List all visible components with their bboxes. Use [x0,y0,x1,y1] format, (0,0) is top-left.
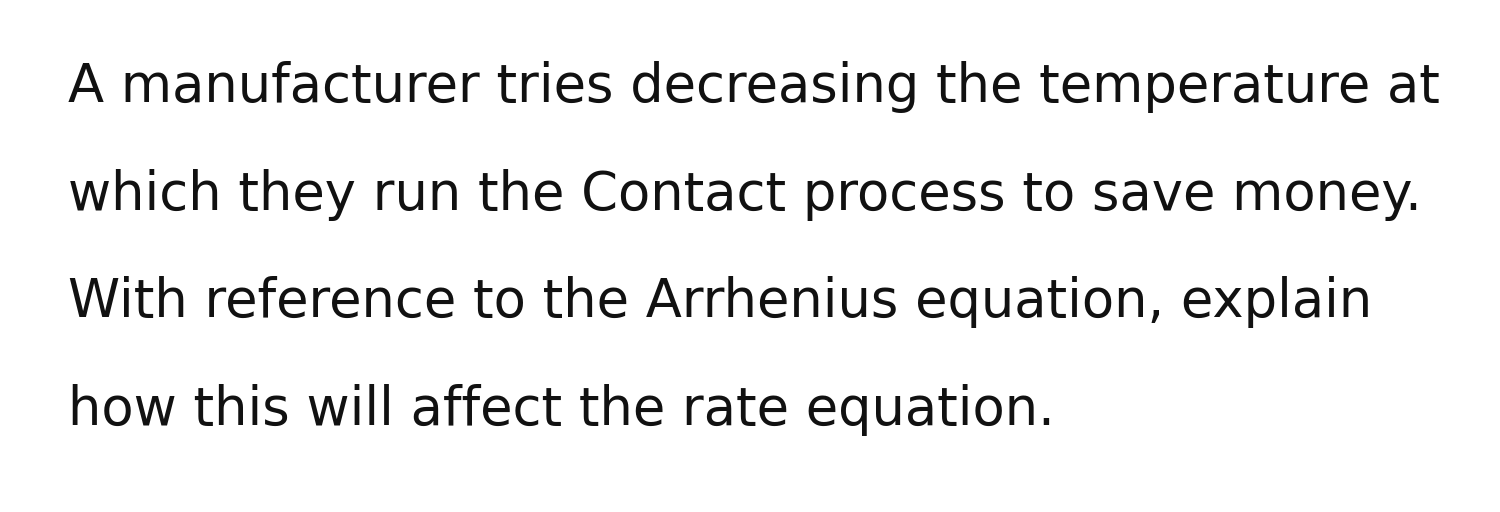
Text: A manufacturer tries decreasing the temperature at: A manufacturer tries decreasing the temp… [68,61,1440,114]
Text: which they run the Contact process to save money.: which they run the Contact process to sa… [68,169,1422,221]
Text: With reference to the Arrhenius equation, explain: With reference to the Arrhenius equation… [68,276,1371,329]
Text: how this will affect the rate equation.: how this will affect the rate equation. [68,384,1054,436]
